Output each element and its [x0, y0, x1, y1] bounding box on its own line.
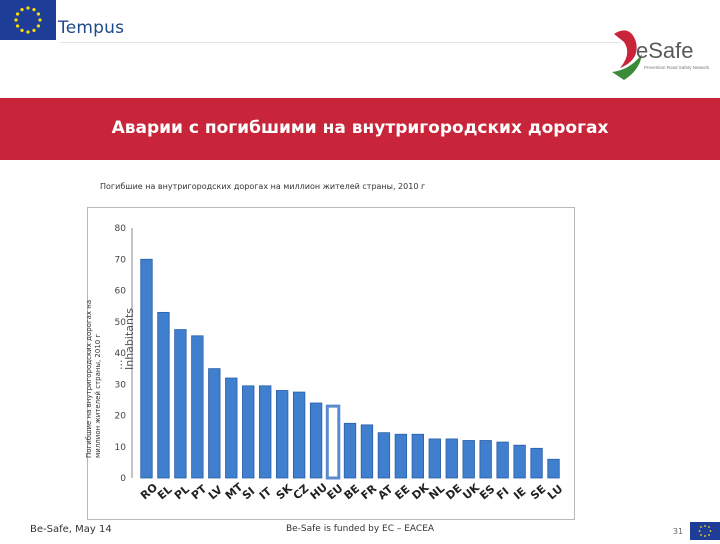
footer-funding: Be-Safe is funded by EC – EACEA — [285, 524, 435, 534]
title-band — [0, 98, 720, 160]
eu-flag-icon — [0, 0, 56, 40]
esafe-swoosh-green-icon — [612, 54, 642, 80]
esafe-logo: eSafe Prevention Road Safety Network — [606, 24, 714, 86]
header: Tempus eSafe Prevention Road Safety Netw… — [0, 0, 720, 90]
header-divider — [60, 42, 620, 43]
footer-date: Be-Safe, May 14 — [30, 524, 112, 535]
footer-eu-flag-icon — [690, 522, 720, 540]
brand-name: eSafe — [636, 38, 694, 63]
brand-tagline: Prevention Road Safety Network — [644, 65, 710, 70]
chart-frame — [87, 207, 575, 520]
page-number: 31 — [672, 527, 684, 536]
chart-subtitle: Погибшие на внутригородских дорогах на м… — [100, 182, 426, 191]
program-name: Tempus — [58, 18, 125, 38]
esafe-swoosh-red-icon — [614, 30, 637, 68]
slide-title: Аварии с погибшими на внутригородских до… — [111, 118, 609, 138]
